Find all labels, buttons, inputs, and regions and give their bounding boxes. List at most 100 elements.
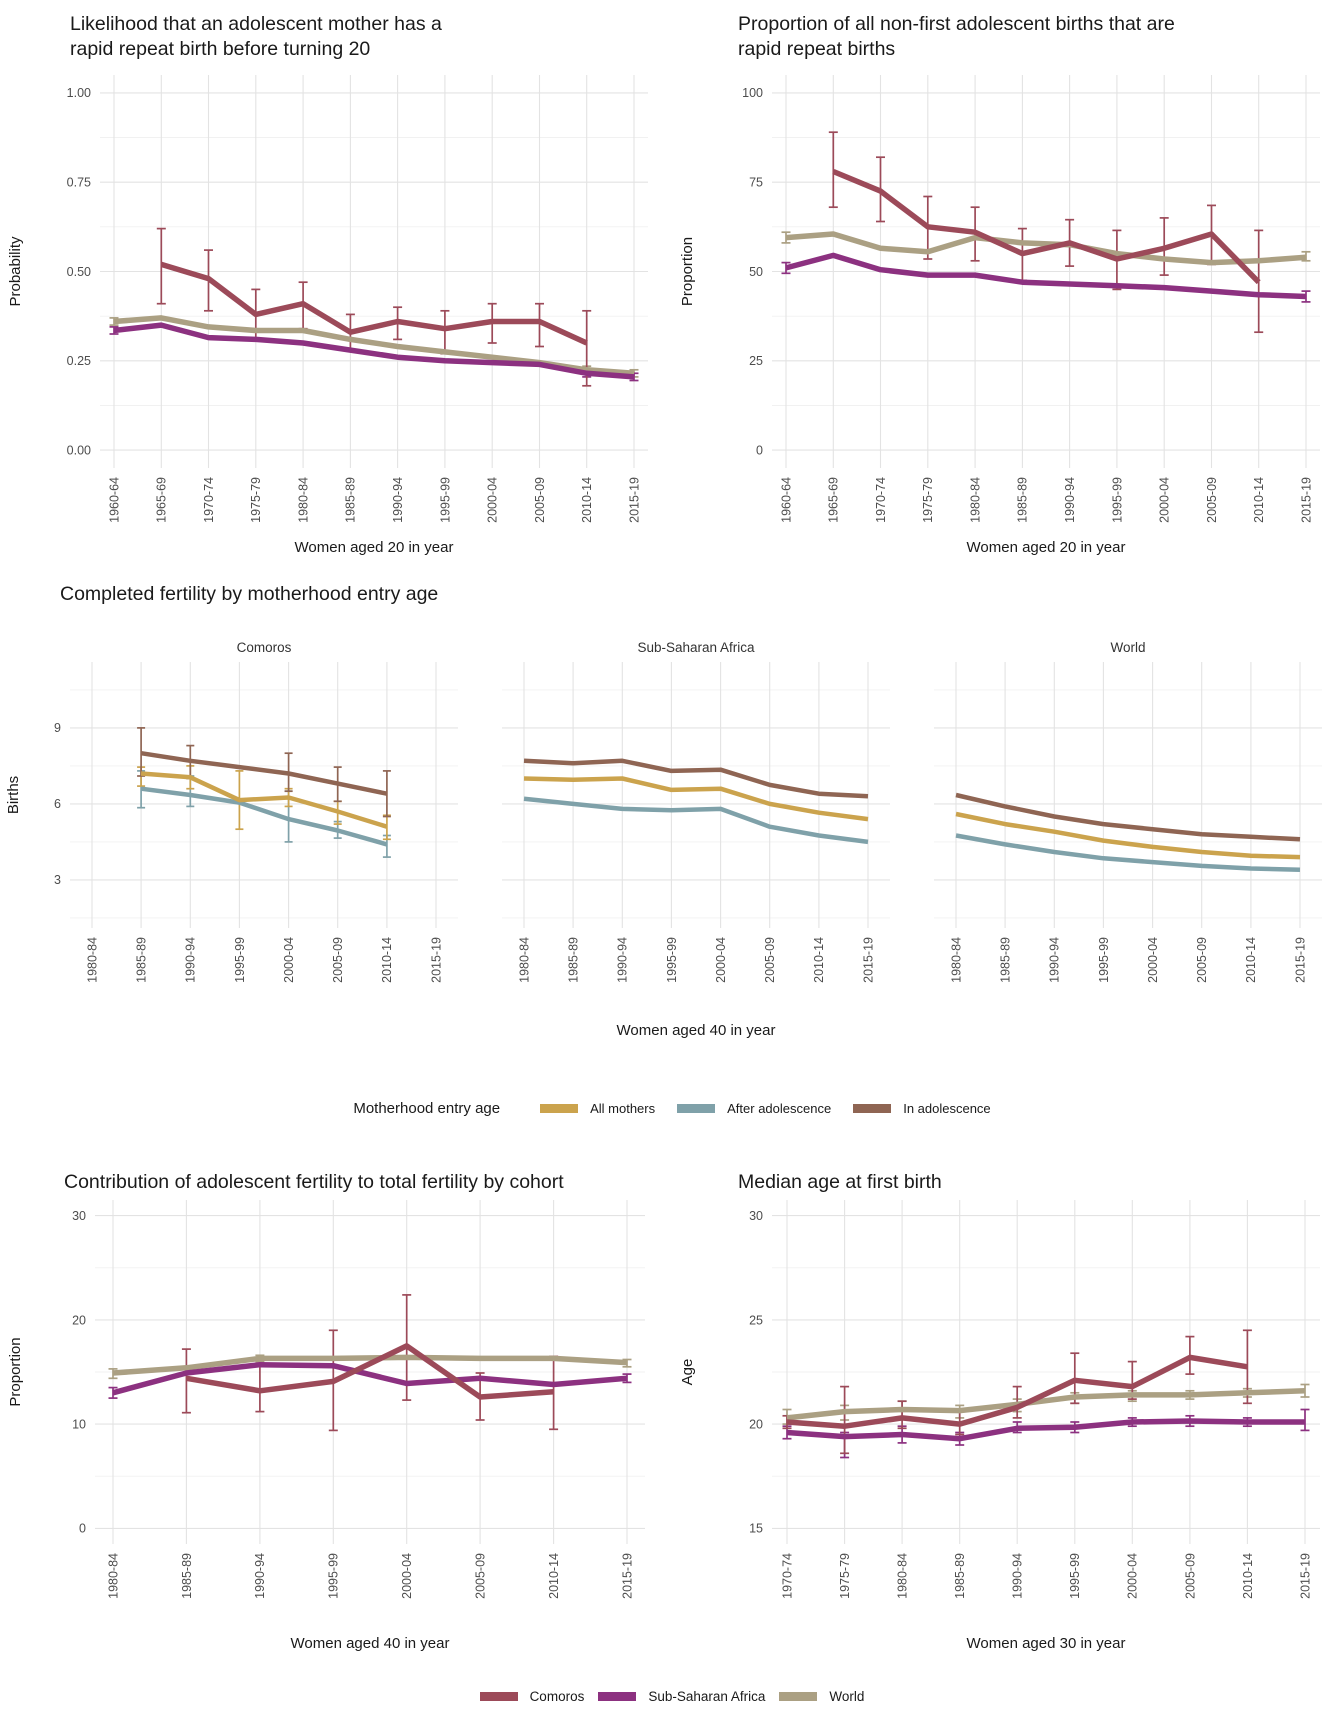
sub-saharan-africa-errorbars	[108, 1373, 632, 1399]
x-tick-label: 1980-84	[517, 937, 531, 983]
comoros-line	[832, 168, 1261, 285]
world-line	[112, 1354, 628, 1376]
x-tick-label: 1985-89	[953, 1553, 967, 1599]
y-tick-label: 0	[756, 444, 763, 458]
x-tick-labels: 1980-84 1985-89 1990-94 1995-99 2000-04 2005-…	[949, 937, 1307, 983]
x-tick-label: 2005-09	[1195, 937, 1209, 983]
x-tick-label: 2015-19	[861, 937, 875, 983]
comoros-swatch	[479, 1691, 518, 1701]
x-tick-label: 1980-84	[106, 1553, 120, 1599]
x-tick-label: 1985-89	[180, 1553, 194, 1599]
x-tick-label: 1980-84	[949, 937, 963, 983]
y-axis-title: Proportion	[679, 237, 696, 306]
x-tick-label: 1980-84	[296, 477, 310, 523]
y-tick-label: 0	[79, 1522, 86, 1536]
x-tick-label: 1985-89	[1016, 477, 1030, 523]
x-tick-label: 2005-09	[474, 1553, 488, 1599]
legend-item-label: In adolescence	[903, 1100, 991, 1116]
x-tick-label: 2010-14	[380, 937, 394, 983]
y-tick-labels: 3 6 9	[54, 721, 61, 887]
y-tick-label: 75	[749, 176, 763, 190]
y-tick-label: 0.50	[67, 265, 91, 279]
chart-title: Contribution of adolescent fertility to …	[64, 1171, 564, 1193]
x-tick-label: 1975-79	[249, 477, 263, 523]
sub-saharan-africa-line	[113, 322, 635, 380]
x-tick-label: 1980-84	[895, 1553, 909, 1599]
x-tick-label: 1985-89	[135, 937, 149, 983]
x-tick-label: 1990-94	[184, 937, 198, 983]
x-tick-label: 1970-74	[780, 1553, 794, 1599]
x-tick-label: 2010-14	[1244, 937, 1258, 983]
x-tick-label: 1990-94	[253, 1553, 267, 1599]
x-tick-label: 2015-19	[1299, 477, 1313, 523]
x-tick-label: 1995-99	[233, 937, 247, 983]
world-errorbars	[108, 1354, 632, 1380]
x-tick-label: 1990-94	[1011, 1553, 1025, 1599]
legend-item-world: World	[779, 1689, 864, 1704]
sub-saharan-africa-line	[112, 1361, 628, 1396]
x-tick-label: 2005-09	[331, 937, 345, 983]
x-tick-label: 1960-64	[779, 477, 793, 523]
legend-item-label: After adolescence	[727, 1100, 832, 1116]
y-tick-labels: 0 25 50 75 100	[742, 86, 763, 457]
motherhood-entry-age-legend: Motherhood entry age All mothers After a…	[0, 1098, 1344, 1118]
facet-strip-sub-saharan-africa: Sub-Saharan Africa	[637, 640, 755, 655]
all-mothers-line	[955, 811, 1301, 860]
y-tick-label: 100	[742, 86, 763, 100]
after-adolescence-line	[955, 833, 1301, 872]
legend-item-label: World	[829, 1688, 865, 1704]
x-tick-label: 2015-19	[1298, 1553, 1312, 1599]
all-mothers-line	[140, 771, 388, 829]
x-tick-label: 1995-99	[1097, 937, 1111, 983]
y-tick-label: 1.00	[67, 86, 91, 100]
after-adolescence-line	[140, 786, 388, 847]
x-tick-label: 1990-94	[1063, 477, 1077, 523]
y-tick-label: 25	[749, 354, 763, 368]
x-tick-label: 2010-14	[812, 937, 826, 983]
x-axis-title: Women aged 20 in year	[295, 539, 454, 556]
x-tick-label: 1990-94	[616, 937, 630, 983]
x-tick-labels: 1960-64 1965-69 1970-74 1975-79 1980-84 1985-…	[779, 477, 1313, 523]
x-tick-label: 1980-84	[968, 477, 982, 523]
legend-item-label: Comoros	[529, 1688, 585, 1704]
x-tick-label: 2010-14	[1241, 1553, 1255, 1599]
x-tick-label: 1990-94	[1048, 937, 1062, 983]
x-tick-label: 1995-99	[665, 937, 679, 983]
chart-adolescent-contribution: Contribution of adolescent fertility to …	[7, 1171, 645, 1652]
x-tick-label: 2005-09	[763, 937, 777, 983]
y-tick-label: 30	[749, 1209, 763, 1223]
chart-title: rapid repeat birth before turning 20	[70, 38, 370, 60]
x-tick-label: 1995-99	[1068, 1553, 1082, 1599]
chart-rapid-repeat-probability: Likelihood that an adolescent mother has…	[7, 13, 648, 556]
x-axis-title: Women aged 40 in year	[617, 1022, 776, 1039]
facet-strip-comoros: Comoros	[237, 640, 292, 655]
x-tick-label: 1995-99	[438, 477, 452, 523]
x-tick-label: 1985-89	[999, 937, 1013, 983]
x-tick-label: 2000-04	[1146, 937, 1160, 983]
legend-item-after-adolescence: After adolescence	[677, 1101, 831, 1116]
legend-item-in-adolescence: In adolescence	[853, 1100, 991, 1116]
x-tick-label: 1980-84	[85, 937, 99, 983]
comoros-line	[786, 1354, 1248, 1429]
x-tick-label: 1970-74	[874, 477, 888, 523]
legend-item-comoros: Comoros	[479, 1688, 585, 1704]
chart-title: rapid repeat births	[738, 38, 895, 60]
all-mothers-line	[523, 776, 869, 822]
chart-title: Likelihood that an adolescent mother has…	[70, 13, 442, 35]
y-tick-label: 30	[72, 1209, 86, 1223]
y-tick-label: 15	[749, 1522, 763, 1536]
y-tick-label: 25	[749, 1313, 763, 1327]
y-tick-label: 20	[72, 1313, 86, 1327]
x-tick-label: 2010-14	[1252, 477, 1266, 523]
world-line	[786, 1388, 1306, 1421]
world-swatch	[779, 1691, 818, 1701]
x-tick-label: 2000-04	[400, 1553, 414, 1599]
panel-grid	[502, 662, 890, 928]
chart-rapid-repeat-share: Proportion of all non-first adolescent b…	[679, 13, 1320, 556]
comoros-line	[160, 261, 588, 346]
legend-item-sub-saharan-africa: Sub-Saharan Africa	[598, 1689, 765, 1704]
x-tick-label: 1975-79	[838, 1553, 852, 1599]
x-tick-label: 2015-19	[627, 477, 641, 523]
x-axis-title: Women aged 20 in year	[967, 539, 1126, 556]
sub-saharan-africa-line	[786, 1418, 1305, 1442]
